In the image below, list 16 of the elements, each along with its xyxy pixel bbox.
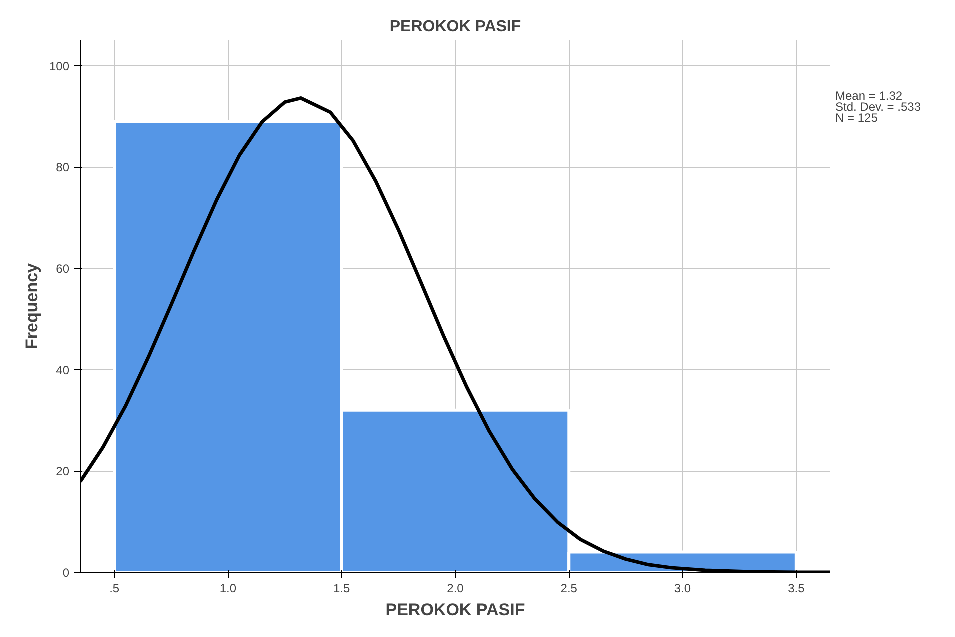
x-tick-label: 3.0	[674, 582, 692, 596]
y-tick-label: 80	[56, 160, 70, 175]
x-tick-label: 1.0	[220, 582, 237, 596]
y-axis-title: Frequency	[22, 262, 42, 350]
x-tick-label: 2.5	[560, 582, 578, 596]
chart-title: PEROKOK PASIF	[390, 18, 522, 36]
x-tick-label: .5	[110, 582, 120, 596]
x-axis-title: PEROKOK PASIF	[386, 600, 526, 620]
y-tick-label: 100	[49, 59, 70, 74]
x-tick-label: 2.0	[447, 582, 464, 596]
y-tick-label: 40	[56, 363, 70, 378]
x-tick-label: 1.5	[334, 582, 351, 596]
y-tick-label: 20	[56, 464, 70, 479]
y-tick-label: 60	[56, 262, 70, 276]
x-tick-label: 3.5	[788, 582, 806, 596]
y-tick-label: 0	[62, 566, 70, 580]
